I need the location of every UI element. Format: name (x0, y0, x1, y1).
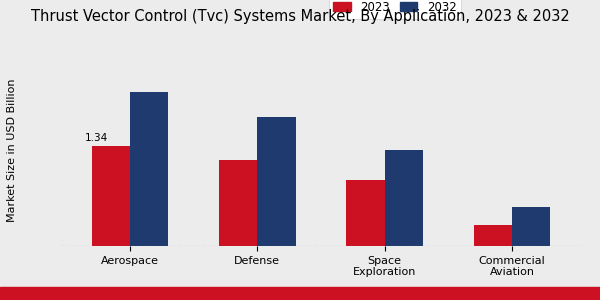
Text: Market Size in USD Billion: Market Size in USD Billion (7, 78, 17, 222)
Bar (92, 146, 130, 246)
Text: Thrust Vector Control (Tvc) Systems Market, By Application, 2023 & 2032: Thrust Vector Control (Tvc) Systems Mark… (31, 9, 569, 24)
Bar (130, 92, 168, 246)
Bar (512, 207, 550, 246)
Bar (219, 160, 257, 246)
Bar (257, 117, 296, 246)
Bar (385, 150, 423, 246)
Bar (346, 180, 385, 246)
Text: 1.34: 1.34 (85, 133, 109, 143)
Legend: 2023, 2032: 2023, 2032 (329, 0, 461, 19)
Bar (474, 225, 512, 246)
